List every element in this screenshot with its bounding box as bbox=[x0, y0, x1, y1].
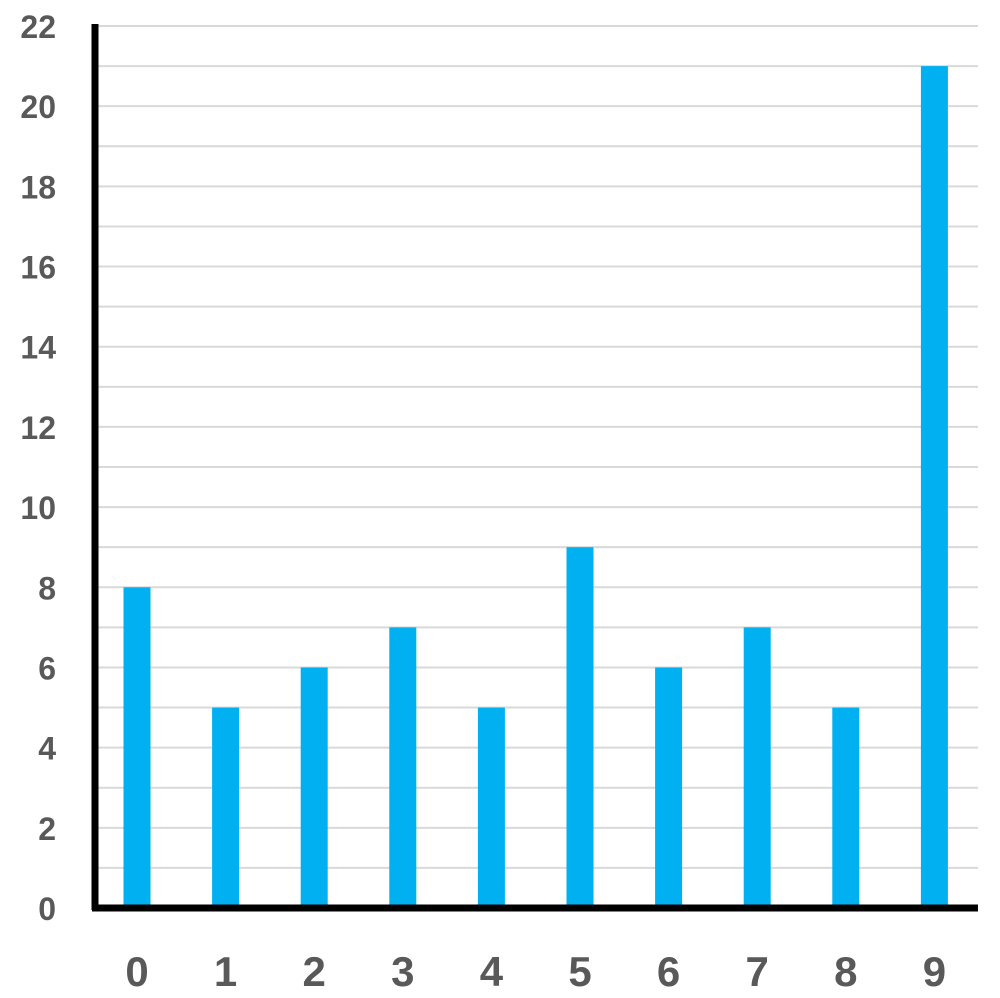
x-tick-label: 0 bbox=[125, 948, 148, 995]
x-tick-label: 4 bbox=[480, 948, 504, 995]
y-tick-label: 10 bbox=[20, 490, 56, 526]
y-tick-label: 16 bbox=[20, 250, 56, 286]
bar-7 bbox=[743, 627, 771, 908]
y-tick-label: 0 bbox=[38, 891, 56, 927]
x-tick-label: 5 bbox=[568, 948, 591, 995]
x-tick-label: 9 bbox=[923, 948, 946, 995]
x-tick-label: 6 bbox=[657, 948, 680, 995]
bar-8 bbox=[832, 707, 860, 908]
x-tick-label: 3 bbox=[391, 948, 414, 995]
y-tick-label: 12 bbox=[20, 410, 56, 446]
y-tick-label: 2 bbox=[38, 811, 56, 847]
x-tick-label: 8 bbox=[834, 948, 857, 995]
bars bbox=[123, 66, 948, 908]
gridlines bbox=[95, 25, 978, 869]
bar-9 bbox=[920, 66, 948, 908]
y-tick-label: 6 bbox=[38, 650, 56, 686]
y-tick-label: 20 bbox=[20, 89, 56, 125]
y-tick-label: 18 bbox=[20, 169, 56, 205]
axes bbox=[91, 24, 978, 912]
bar-0 bbox=[123, 587, 151, 908]
x-tick-label: 1 bbox=[214, 948, 237, 995]
bar-4 bbox=[477, 707, 505, 908]
y-axis-tick-labels: 0 2 4 6 8 10 12 14 16 18 20 22 bbox=[20, 9, 56, 927]
bar-5 bbox=[566, 547, 594, 908]
bar-2 bbox=[300, 667, 328, 908]
x-tick-label: 7 bbox=[746, 948, 769, 995]
x-tick-label: 2 bbox=[303, 948, 326, 995]
bar-6 bbox=[655, 667, 683, 908]
bar-3 bbox=[389, 627, 417, 908]
x-axis-tick-labels: 0 1 2 3 4 5 6 7 8 9 bbox=[125, 948, 946, 995]
bar-1 bbox=[212, 707, 240, 908]
y-tick-label: 22 bbox=[20, 9, 56, 45]
y-tick-label: 8 bbox=[38, 570, 56, 606]
y-tick-label: 14 bbox=[20, 330, 56, 366]
y-tick-label: 4 bbox=[38, 731, 56, 767]
